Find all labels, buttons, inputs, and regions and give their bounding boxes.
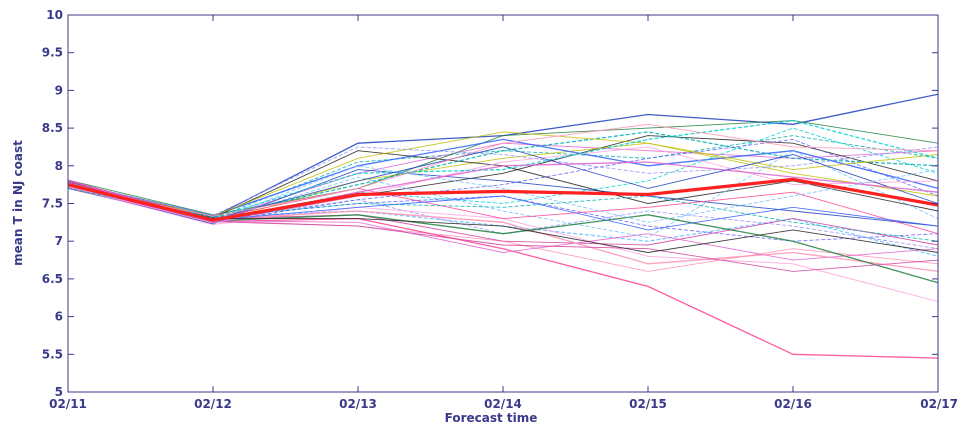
series-layer bbox=[67, 93, 939, 359]
axes-layer: 5 5.5 6 6.5 7 7.5 8 8.5 9 9.5 10 02/11 02/12 02/13 02/… bbox=[42, 8, 958, 411]
ensemble-member-line bbox=[67, 138, 939, 217]
x-tick-label: 02/11 bbox=[49, 397, 87, 411]
ensemble-member-line bbox=[67, 161, 939, 223]
ensemble-member-line bbox=[67, 123, 939, 217]
y-tick-label: 7 bbox=[55, 234, 63, 248]
y-tick-label: 5 bbox=[55, 385, 63, 399]
y-tick-label: 7.5 bbox=[42, 197, 63, 211]
x-tick-label: 02/14 bbox=[484, 397, 522, 411]
ensemble-member-line bbox=[67, 169, 939, 227]
x-tick-label: 02/16 bbox=[774, 397, 812, 411]
y-tick-label: 6 bbox=[55, 310, 63, 324]
ensemble-mean-line bbox=[67, 177, 939, 222]
ensemble-member-line bbox=[67, 119, 939, 219]
y-tick-label: 8 bbox=[55, 159, 63, 173]
ensemble-member-line bbox=[67, 131, 939, 218]
y-tick-label: 5.5 bbox=[42, 347, 63, 361]
y-tick-label: 8.5 bbox=[42, 121, 63, 135]
y-tick-label: 9.5 bbox=[42, 46, 63, 60]
ensemble-member-line bbox=[67, 146, 939, 217]
x-tick-label: 02/12 bbox=[194, 397, 232, 411]
ensemble-member-line bbox=[67, 127, 939, 221]
ensemble-member-line bbox=[67, 146, 939, 224]
x-tick-label: 02/15 bbox=[629, 397, 667, 411]
ensemble-member-line bbox=[67, 93, 939, 218]
x-axis-label: Forecast time bbox=[445, 411, 538, 425]
x-tick-label: 02/13 bbox=[339, 397, 377, 411]
y-tick-label: 6.5 bbox=[42, 272, 63, 286]
ensemble-member-line bbox=[67, 135, 939, 220]
ensemble-member-line bbox=[67, 150, 939, 238]
x-tick-label: 02/17 bbox=[920, 397, 958, 411]
plot-frame bbox=[67, 14, 939, 393]
y-tick-label: 9 bbox=[55, 83, 63, 97]
ensemble-member-line bbox=[67, 184, 939, 284]
ensemble-member-line bbox=[67, 165, 939, 223]
y-tick-label: 10 bbox=[46, 8, 63, 22]
ensemble-member-line bbox=[67, 138, 939, 223]
ensemble-member-line bbox=[67, 131, 939, 217]
y-axis-label: mean T in NJ coast bbox=[11, 140, 25, 266]
ensemble-member-line bbox=[67, 187, 939, 242]
